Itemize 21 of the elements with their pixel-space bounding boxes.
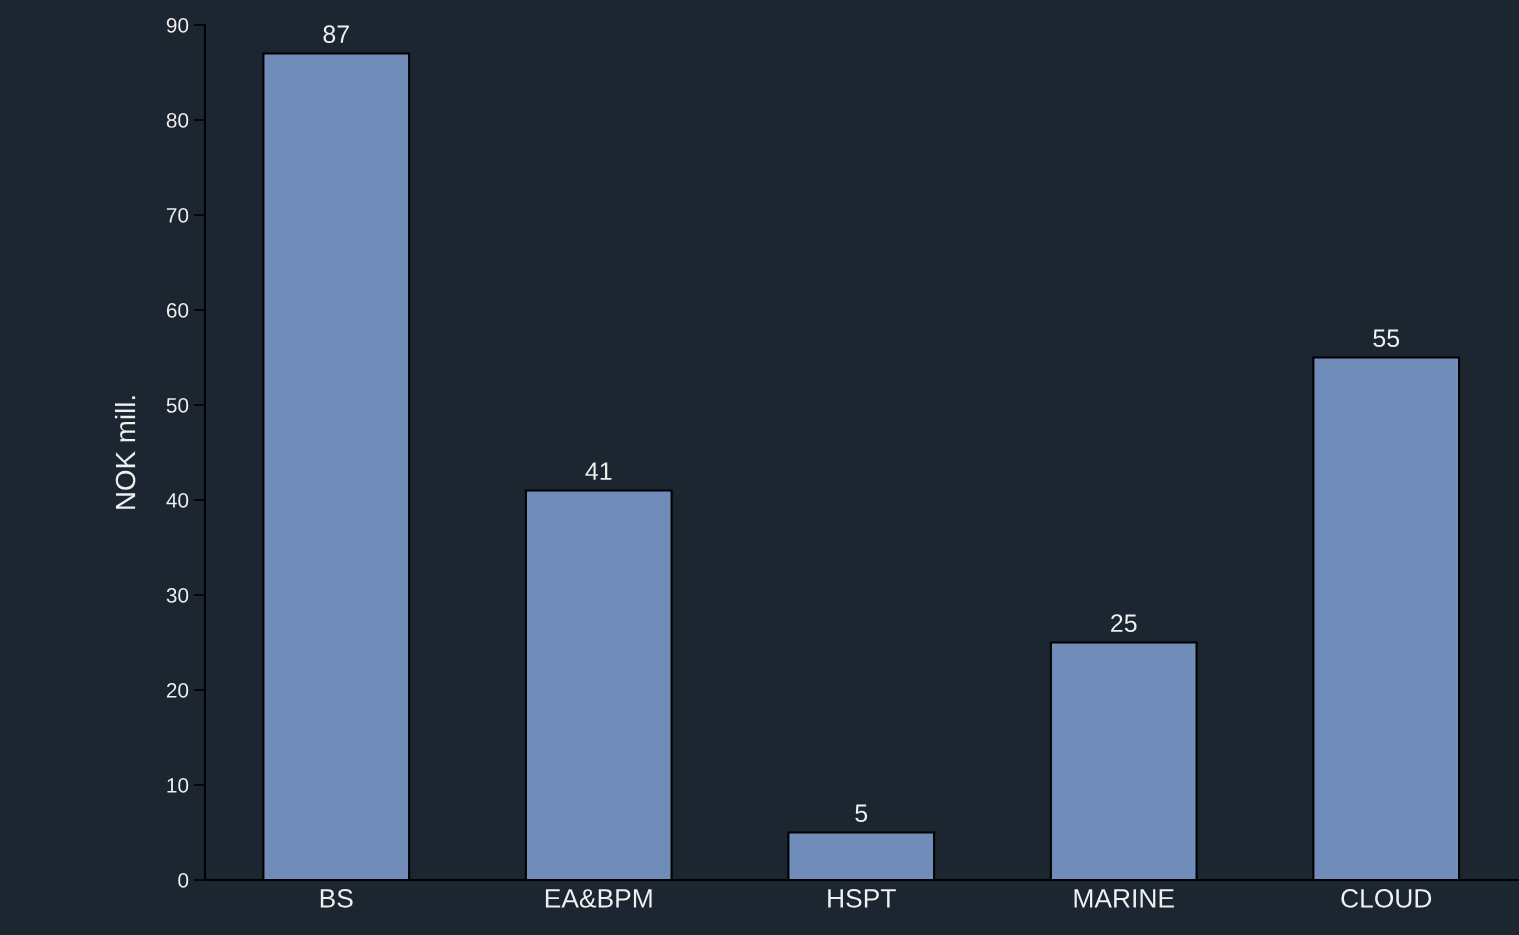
y-tick-label: 60 (166, 303, 189, 318)
x-tick-label: EA&BPM (545, 889, 652, 908)
data-label: 55 (1373, 329, 1400, 347)
y-tick-label: 10 (167, 778, 189, 793)
x-tick-label: CLOUD (1341, 889, 1432, 908)
x-tick-label: HSPT (828, 889, 896, 908)
y-axis-title: NOK mill. (114, 396, 136, 509)
data-label: 25 (1111, 614, 1137, 632)
x-tick-label: BS (320, 889, 353, 908)
data-label: 87 (323, 25, 349, 43)
x-tick-label: MARINE (1074, 889, 1174, 908)
y-tick-label: 90 (166, 18, 189, 33)
y-tick-label: 20 (166, 683, 189, 698)
y-tick-label: 70 (166, 208, 189, 223)
data-label: 41 (585, 462, 612, 480)
y-tick-label: 80 (166, 113, 189, 128)
y-tick-label: 0 (178, 873, 189, 888)
y-tick-label: 30 (166, 588, 189, 603)
y-tick-label: 50 (166, 398, 189, 413)
y-tick-label: 40 (166, 493, 189, 508)
data-label: 5 (855, 804, 868, 822)
